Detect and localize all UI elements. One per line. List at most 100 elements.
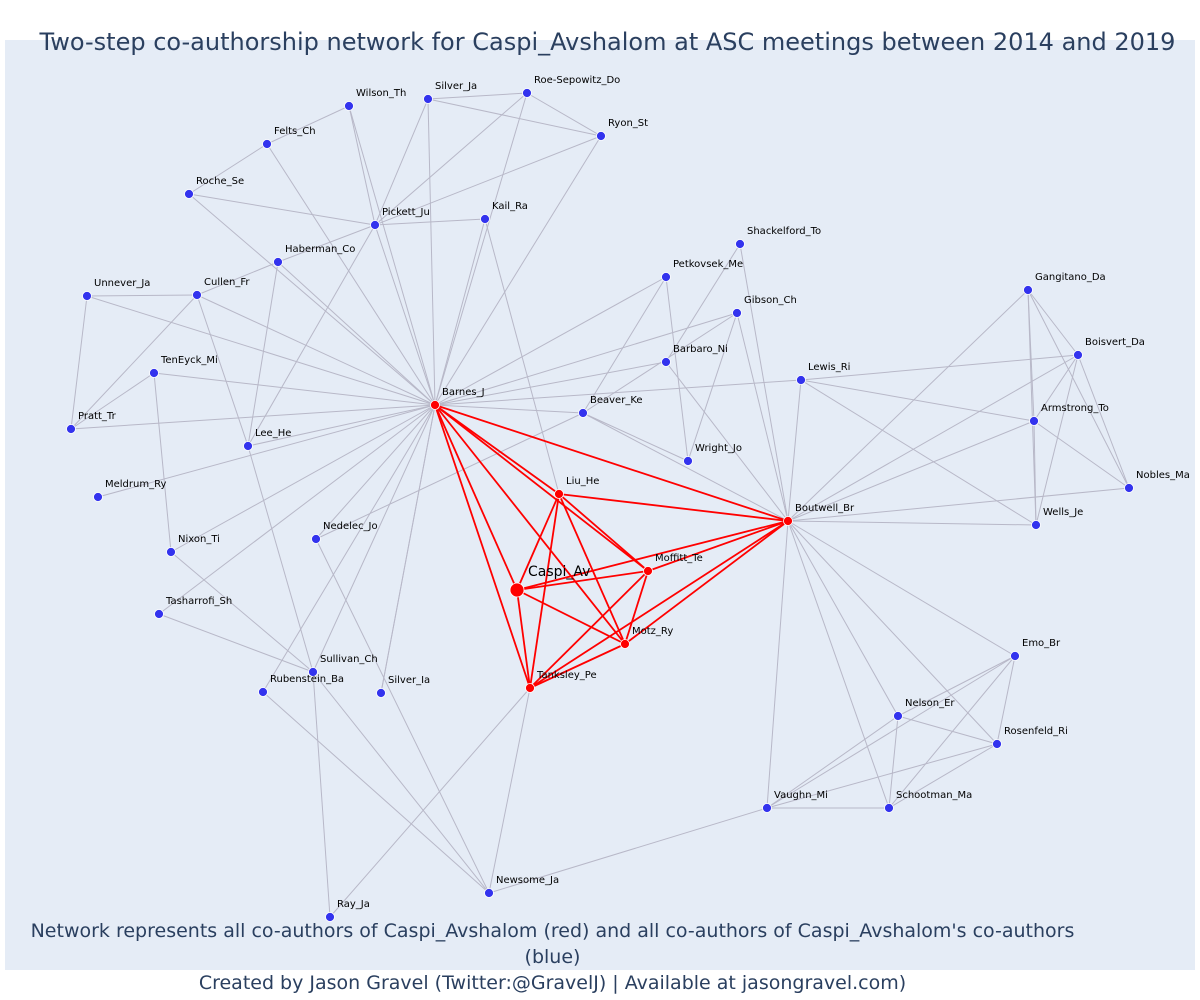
node-gangitano-da[interactable] [1023,285,1033,295]
edge-second-step [262,691,490,894]
node-pickett-ju[interactable] [370,220,380,230]
node-silver-ja[interactable] [423,94,433,104]
node-label-schootman-ma: Schootman_Ma [896,790,972,801]
node-label-vaughn-mi: Vaughn_Mi [774,790,828,801]
edge-second-step [888,655,1016,809]
edge-second-step [582,312,738,414]
edge-second-step [266,105,350,145]
edge-second-step [427,98,602,137]
edge-coauthor [516,520,789,591]
caption-line-2: Created by Jason Gravel (Twitter:@Gravel… [198,972,907,994]
node-motz-ry[interactable] [620,639,630,649]
node-barbaro-ni[interactable] [661,357,671,367]
edge-second-step [188,193,436,406]
node-boisvert-da[interactable] [1073,350,1083,360]
node-rosenfeld-ri[interactable] [992,739,1002,749]
node-newsome-ja[interactable] [484,888,494,898]
edge-second-step [526,92,602,137]
plot-background [5,40,1195,970]
node-unnever-ja[interactable] [82,291,92,301]
node-moffitt-te[interactable] [643,566,653,576]
node-schootman-ma[interactable] [884,803,894,813]
node-teneyck-mi[interactable] [149,368,159,378]
edge-second-step [374,92,528,226]
edge-second-step [665,361,789,522]
edge-second-step [262,404,436,693]
node-ryon-st[interactable] [596,131,606,141]
node-nedelec-jo[interactable] [311,534,321,544]
chart-title: Two-step co-authorship network for Caspi… [39,28,1176,56]
edge-second-step [374,218,486,226]
edge-second-step [1033,354,1079,422]
edge-coauthor [529,520,789,689]
edge-coauthor [434,404,531,689]
node-meldrum-ry[interactable] [93,492,103,502]
node-petkovsek-me[interactable] [661,272,671,282]
node-barnes-j[interactable] [430,400,440,410]
edge-second-step [158,404,436,615]
edge-coauthor [434,404,789,522]
node-label-gangitano-da: Gangitano_Da [1035,272,1106,283]
edge-second-step [1027,289,1130,489]
edge-coauthor [516,570,649,591]
node-beaver-ke[interactable] [578,408,588,418]
node-lee-he[interactable] [243,441,253,451]
node-label-rosenfeld-ri: Rosenfeld_Ri [1004,726,1068,737]
edge-second-step [374,135,602,226]
node-shackelford-to[interactable] [735,239,745,249]
node-label-silver-ia: Silver_Ia [388,675,430,686]
edge-second-step [787,379,802,522]
edge-second-step [582,412,789,522]
node-haberman-co[interactable] [273,257,283,267]
node-felts-ch[interactable] [262,139,272,149]
edge-second-step [170,404,436,553]
node-kail-ra[interactable] [480,214,490,224]
node-caspi-av[interactable] [509,582,525,598]
node-pratt-tr[interactable] [66,424,76,434]
node-silver-ia[interactable] [376,688,386,698]
node-cullen-fr[interactable] [192,290,202,300]
node-lewis-ri[interactable] [796,375,806,385]
node-armstrong-to[interactable] [1029,416,1039,426]
edge-second-step [380,404,436,694]
node-liu-he[interactable] [554,489,564,499]
node-roche-se[interactable] [184,189,194,199]
edge-second-step [897,655,1016,717]
node-wright-jo[interactable] [683,456,693,466]
edge-second-step [266,143,436,406]
edge-second-step [488,687,531,894]
node-emo-br[interactable] [1010,651,1020,661]
node-label-emo-br: Emo_Br [1022,638,1061,649]
node-nelson-er[interactable] [893,711,903,721]
node-label-felts-ch: Felts_Ch [274,126,316,137]
node-label-ray-ja: Ray_Ja [337,899,370,910]
edge-second-step [196,294,436,406]
node-wilson-th[interactable] [344,101,354,111]
edge-second-step [897,715,998,745]
node-sullivan-ch[interactable] [308,667,318,677]
node-label-pratt-tr: Pratt_Tr [78,411,117,422]
node-vaughn-mi[interactable] [762,803,772,813]
edge-coauthor [624,520,789,645]
node-gibson-ch[interactable] [732,308,742,318]
node-tanksley-pe[interactable] [525,683,535,693]
edge-second-step [1027,289,1079,356]
edge-second-step [188,193,376,226]
edge-second-step [315,412,584,540]
edge-second-step [766,743,998,809]
node-rubenstein-ba[interactable] [258,687,268,697]
node-nobles-ma[interactable] [1124,483,1134,493]
node-nixon-ti[interactable] [166,547,176,557]
node-tasharrofi-sh[interactable] [154,609,164,619]
node-roe-sepowitz-do[interactable] [522,88,532,98]
node-label-sullivan-ch: Sullivan_Ch [320,654,378,665]
node-label-wilson-th: Wilson_Th [356,88,406,99]
node-label-tanksley-pe: Tanksley_Pe [536,670,597,681]
edge-second-step [170,551,314,673]
node-boutwell-br[interactable] [783,516,793,526]
node-ray-ja[interactable] [325,912,335,922]
edge-second-step [315,538,490,894]
edge-coauthor [434,404,626,645]
node-wells-je[interactable] [1031,520,1041,530]
